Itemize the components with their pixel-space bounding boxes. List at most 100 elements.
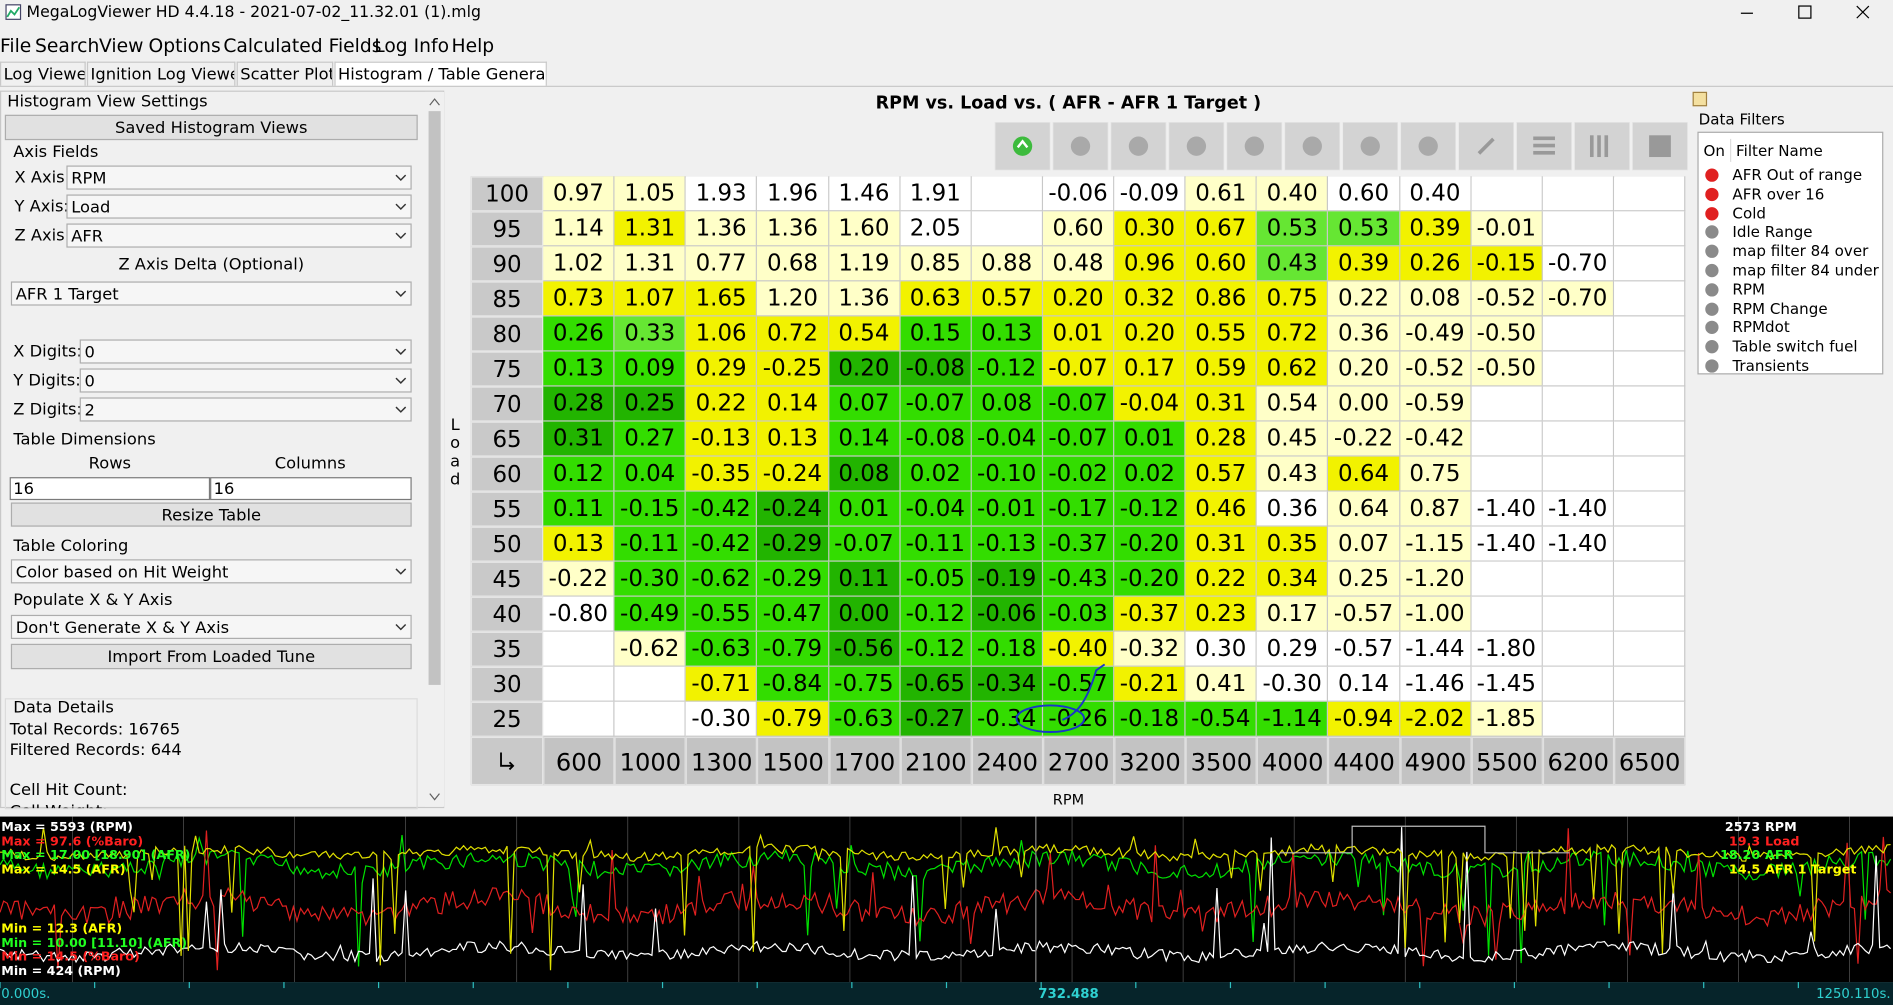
filter-toggle[interactable]: [1705, 206, 1719, 220]
toolbar-button[interactable]: [1052, 122, 1109, 171]
table-cell[interactable]: 0.22: [1328, 281, 1400, 317]
table-cell[interactable]: -0.24: [757, 456, 829, 492]
table-cell[interactable]: [1613, 701, 1686, 737]
table-cell[interactable]: -0.04: [971, 421, 1043, 457]
table-cell[interactable]: 0.14: [1328, 666, 1400, 702]
table-cell[interactable]: 1.07: [614, 281, 687, 317]
table-cell[interactable]: -0.49: [614, 596, 687, 632]
table-cell[interactable]: 0.23: [1185, 596, 1258, 632]
filter-toggle[interactable]: [1705, 282, 1719, 297]
table-cell[interactable]: -0.12: [971, 351, 1043, 387]
table-cell[interactable]: [1471, 176, 1543, 212]
table-cell[interactable]: 0.87: [1399, 491, 1472, 527]
table-cell[interactable]: 0.64: [1328, 456, 1400, 492]
table-cell[interactable]: 0.63: [900, 281, 972, 317]
table-cell[interactable]: 0.20: [1042, 281, 1115, 317]
table-cell[interactable]: -1.46: [1399, 666, 1472, 702]
table-cell[interactable]: [1613, 491, 1686, 527]
table-cell[interactable]: 1.06: [686, 316, 758, 352]
table-cell[interactable]: -0.12: [900, 596, 972, 632]
button[interactable]: Saved Histogram Views: [4, 114, 418, 141]
table-cell[interactable]: 0.28: [1185, 421, 1258, 457]
filter-name[interactable]: AFR Out of range: [1732, 165, 1863, 184]
table-cell[interactable]: -0.52: [1399, 351, 1472, 387]
filter-toggle[interactable]: [1705, 321, 1719, 335]
table-cell[interactable]: 0.09: [614, 351, 687, 387]
tab[interactable]: Histogram / Table Generator: [334, 61, 547, 86]
toolbar-button[interactable]: [1168, 122, 1225, 171]
table-cell[interactable]: [1542, 176, 1614, 212]
table-cell[interactable]: 1.36: [757, 211, 829, 247]
table-cell[interactable]: 0.20: [1114, 316, 1186, 352]
table-cell[interactable]: 0.34: [1257, 561, 1329, 597]
table-cell[interactable]: -0.37: [1114, 596, 1186, 632]
table-cell[interactable]: 0.48: [1042, 246, 1115, 282]
table-cell[interactable]: -0.94: [1328, 701, 1400, 737]
table-cell[interactable]: 0.43: [1257, 246, 1329, 282]
table-cell[interactable]: -1.14: [1257, 701, 1329, 737]
table-cell[interactable]: 1.96: [757, 176, 829, 212]
table-cell[interactable]: 0.13: [757, 421, 829, 457]
table-cell[interactable]: 0.22: [686, 386, 758, 422]
table-cell[interactable]: [543, 666, 615, 702]
table-cell[interactable]: -0.62: [686, 561, 758, 597]
table-cell[interactable]: -0.30: [686, 701, 758, 737]
table-cell[interactable]: -0.56: [828, 631, 901, 667]
table-cell[interactable]: -0.07: [828, 526, 901, 562]
table-cell[interactable]: -0.75: [828, 666, 901, 702]
table-cell[interactable]: 0.32: [1114, 281, 1186, 317]
dropdown[interactable]: AFR 1 Target: [10, 281, 412, 306]
filter-name[interactable]: AFR over 16: [1732, 184, 1825, 203]
table-cell[interactable]: -0.08: [900, 421, 972, 457]
table-cell[interactable]: [1471, 386, 1543, 422]
table-cell[interactable]: 0.13: [543, 526, 615, 562]
table-cell[interactable]: 0.31: [543, 421, 615, 457]
table-cell[interactable]: -0.30: [614, 561, 687, 597]
table-cell[interactable]: -0.07: [900, 386, 972, 422]
table-cell[interactable]: [1613, 211, 1686, 247]
table-cell[interactable]: 0.35: [1257, 526, 1329, 562]
dropdown[interactable]: Color based on Hit Weight: [10, 559, 412, 584]
table-cell[interactable]: -1.45: [1471, 666, 1543, 702]
filter-toggle[interactable]: [1705, 301, 1719, 316]
table-cell[interactable]: [1613, 351, 1686, 387]
table-cell[interactable]: [1471, 596, 1543, 632]
table-cell[interactable]: 0.85: [900, 246, 972, 282]
table-cell[interactable]: 0.22: [1185, 561, 1258, 597]
table-cell[interactable]: -0.01: [971, 491, 1043, 527]
table-cell[interactable]: 0.40: [1257, 176, 1329, 212]
table-cell[interactable]: -0.29: [757, 526, 829, 562]
table-cell[interactable]: -0.11: [614, 526, 687, 562]
button[interactable]: Resize Table: [10, 502, 412, 527]
table-cell[interactable]: -0.18: [1114, 701, 1186, 737]
table-cell[interactable]: 0.00: [828, 596, 901, 632]
table-cell[interactable]: 0.67: [1185, 211, 1258, 247]
table-cell[interactable]: [1613, 526, 1686, 562]
table-cell[interactable]: 0.41: [1185, 666, 1258, 702]
table-cell[interactable]: 1.05: [614, 176, 687, 212]
table-cell[interactable]: -0.32: [1114, 631, 1186, 667]
table-cell[interactable]: -0.04: [900, 491, 972, 527]
text-input[interactable]: 16: [9, 477, 211, 501]
table-cell[interactable]: -1.80: [1471, 631, 1543, 667]
table-cell[interactable]: [614, 701, 687, 737]
table-cell[interactable]: 0.33: [614, 316, 687, 352]
table-cell[interactable]: [1613, 246, 1686, 282]
filter-name[interactable]: Transients: [1732, 356, 1810, 375]
table-cell[interactable]: -0.40: [1042, 631, 1115, 667]
table-cell[interactable]: 0.11: [543, 491, 615, 527]
table-cell[interactable]: -1.85: [1471, 701, 1543, 737]
toolbar-button[interactable]: [1516, 122, 1572, 171]
toolbar-button[interactable]: [1284, 122, 1341, 171]
filter-toggle[interactable]: [1705, 263, 1719, 278]
table-cell[interactable]: -0.79: [757, 701, 829, 737]
table-cell[interactable]: 0.15: [900, 316, 972, 352]
table-cell[interactable]: -1.15: [1399, 526, 1472, 562]
table-cell[interactable]: [1613, 666, 1686, 702]
table-cell[interactable]: 1.31: [614, 211, 687, 247]
table-cell[interactable]: -0.08: [900, 351, 972, 387]
table-cell[interactable]: 0.26: [543, 316, 615, 352]
table-cell[interactable]: [543, 631, 615, 667]
table-cell[interactable]: 0.11: [828, 561, 901, 597]
table-cell[interactable]: 0.60: [1185, 246, 1258, 282]
